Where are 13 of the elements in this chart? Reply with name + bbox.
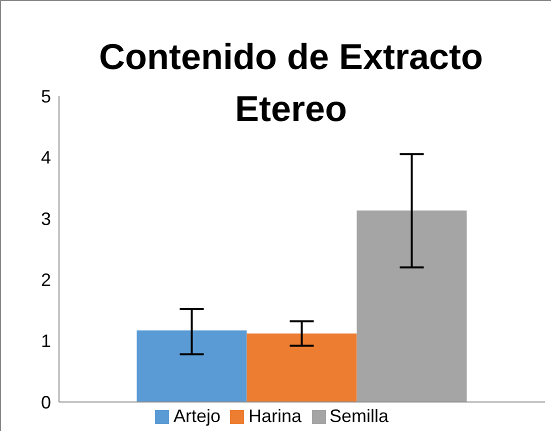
bar bbox=[356, 210, 467, 402]
chart-title: Contenido de Extracto Etereo bbox=[98, 35, 484, 131]
y-tick-label: 0 bbox=[40, 392, 51, 412]
y-tick-label: 4 bbox=[40, 148, 51, 168]
bar bbox=[136, 330, 247, 402]
legend-label: Harina bbox=[248, 406, 302, 426]
legend-label: Artejo bbox=[173, 406, 220, 426]
y-tick-label: 5 bbox=[40, 86, 51, 106]
y-tick-label: 3 bbox=[40, 208, 51, 229]
bar bbox=[246, 333, 357, 402]
y-tick-label: 2 bbox=[40, 270, 51, 290]
y-tick-label: 1 bbox=[40, 331, 51, 352]
legend-label: Semilla bbox=[330, 406, 389, 426]
